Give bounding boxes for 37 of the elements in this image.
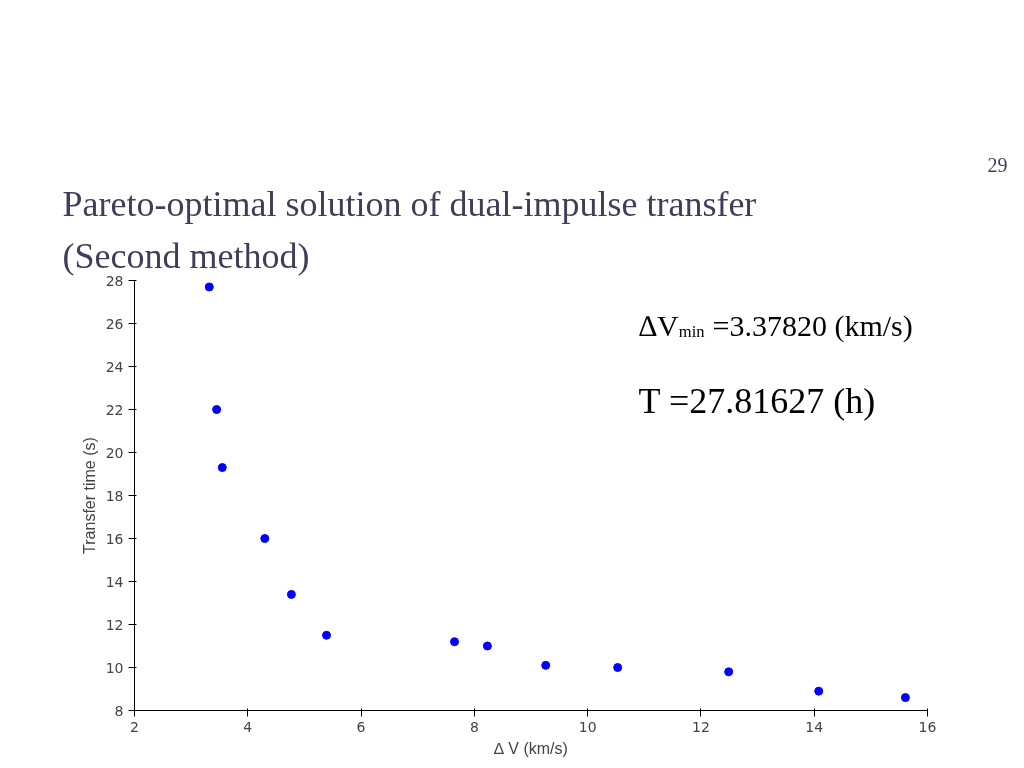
y-tick-label: 10 (105, 659, 124, 676)
point (450, 637, 460, 647)
y-tick-label: 8 (114, 702, 124, 719)
point (322, 630, 332, 640)
y-tick-label: 16 (105, 530, 124, 547)
annotation: T =27.81627 (h) (638, 380, 876, 421)
point (814, 686, 824, 696)
y-tick-label: 12 (105, 616, 124, 633)
x-tick-label: 2 (130, 718, 139, 735)
point (212, 405, 222, 414)
point (204, 282, 214, 292)
annotation: ∆Vmin =3.37820 (km/s) (638, 309, 913, 344)
point (900, 693, 910, 703)
x-tick-label: 14 (805, 718, 824, 735)
x-tick-label: 6 (356, 718, 366, 735)
x-tick-label: 16 (918, 718, 937, 735)
y-axis-title: Transfer time (s) (80, 437, 98, 554)
x-tick-label: 12 (692, 718, 710, 735)
point (724, 667, 734, 677)
point (260, 534, 270, 543)
x-tick-label: 4 (243, 718, 253, 735)
text: 29 (987, 153, 1008, 176)
y-tick-label: 14 (105, 573, 124, 590)
point (217, 463, 227, 473)
point (482, 641, 492, 651)
y-tick-label: 22 (105, 401, 124, 418)
x-tick-label: 10 (578, 718, 597, 735)
y-tick-label: 24 (105, 358, 124, 375)
y-tick-label: 26 (105, 315, 124, 332)
x-tick-label: 8 (469, 718, 479, 735)
x-axis-title: ∆ V (km/s) (494, 739, 568, 757)
point (541, 660, 551, 670)
chart-title: Pareto-optimal solution of dual-impulse transfer (62, 183, 757, 224)
y-tick-label: 20 (105, 444, 124, 461)
point (286, 589, 296, 599)
y-tick-label: 18 (105, 487, 124, 504)
point (613, 663, 623, 672)
